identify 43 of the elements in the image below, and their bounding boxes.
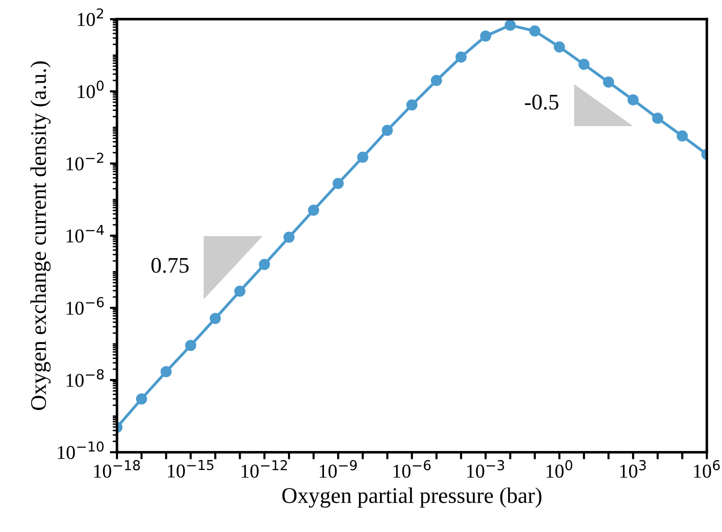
annotation: -0.5 (524, 94, 558, 110)
x-tick-label: 10$^{0}$ (546, 460, 572, 478)
point (185, 340, 196, 351)
point (258, 258, 270, 270)
y-tick-label: 10$^{−8}$ (66, 369, 104, 387)
x-tick-label: 10$^{−6}$ (393, 460, 431, 478)
y-tick-label: 10$^{−6}$ (66, 297, 104, 315)
x-tick-label: 10$^{−15}$ (168, 460, 214, 478)
point (136, 393, 148, 404)
point (382, 124, 393, 136)
y-axis-title: Oxygen exchange current density (a.u.) (30, 61, 51, 410)
x-tick-label: 10$^{3}$ (620, 460, 646, 478)
point (529, 25, 540, 37)
point (480, 30, 492, 42)
point (554, 41, 565, 52)
x-tick-label: 10$^{6}$ (694, 460, 720, 478)
point (308, 204, 320, 216)
x-tick-label: 10$^{−18}$ (94, 460, 140, 478)
x-tick-label: 10$^{−3}$ (467, 460, 504, 478)
x-axis-title: Oxygen partial pressure (bar) (282, 487, 542, 508)
y-tick-label: 10$^{−10}$ (58, 441, 104, 460)
point (210, 312, 221, 324)
point (652, 112, 664, 124)
point (456, 52, 467, 63)
point (357, 152, 368, 163)
y-tick-label: 10$^{−2}$ (66, 152, 104, 170)
point (578, 58, 590, 70)
point (406, 99, 418, 110)
x-tick-label: 10$^{−12}$ (242, 460, 287, 478)
x-tick-label: 10$^{−9}$ (320, 460, 357, 478)
point (602, 76, 614, 88)
point (430, 74, 442, 86)
point (234, 286, 246, 297)
y-tick-label: 10$^{−4}$ (66, 224, 104, 243)
annotation: 0.75 (151, 258, 189, 273)
point (504, 20, 516, 31)
point (628, 94, 639, 106)
point (283, 232, 295, 243)
y-tick-label: 10$^{0}$ (78, 80, 104, 98)
y-tick-label: 10$^{2}$ (78, 8, 104, 26)
point (676, 130, 688, 142)
point (332, 178, 344, 190)
point (160, 366, 172, 378)
